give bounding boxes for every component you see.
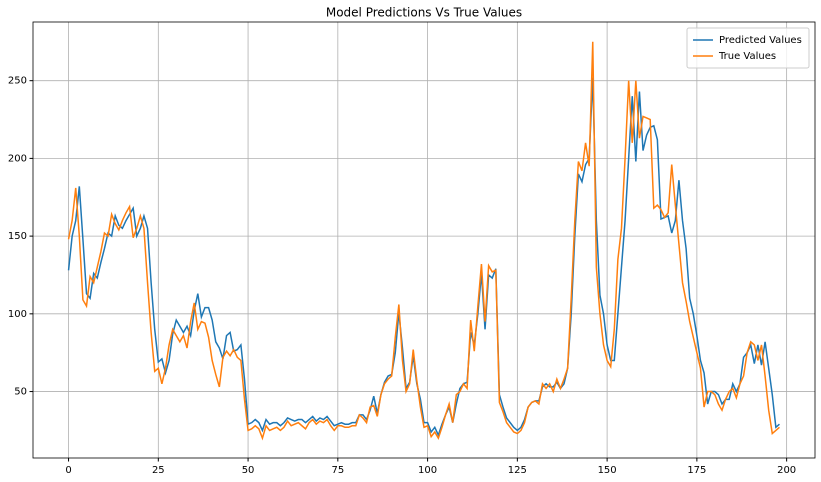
y-tick-label: 250 xyxy=(8,76,27,87)
x-tick-label: 200 xyxy=(777,465,796,476)
lines xyxy=(67,41,780,441)
legend-box xyxy=(686,27,810,69)
chart-title: Model Predictions Vs True Values xyxy=(326,6,522,20)
x-tick-label: 125 xyxy=(508,465,527,476)
x-tick-label: 50 xyxy=(242,465,255,476)
x-tick-label: 25 xyxy=(152,465,165,476)
x-tick-label: 0 xyxy=(65,465,71,476)
y-tick-label: 100 xyxy=(8,309,27,320)
y-tick-label: 150 xyxy=(8,231,27,242)
legend-label: Predicted Values xyxy=(719,35,802,46)
x-tick-label: 75 xyxy=(331,465,344,476)
series-line xyxy=(67,41,780,441)
legend-label: True Values xyxy=(718,51,776,62)
y-tick-label: 200 xyxy=(8,153,27,164)
x-tick-label: 175 xyxy=(687,465,706,476)
x-tick-label: 150 xyxy=(598,465,617,476)
x-tick-label: 100 xyxy=(418,465,437,476)
plot-frame xyxy=(32,21,816,459)
series-line xyxy=(67,77,780,438)
grid xyxy=(33,22,815,458)
y-tick-label: 50 xyxy=(14,387,27,398)
legend: Predicted Values True Values xyxy=(686,27,810,69)
